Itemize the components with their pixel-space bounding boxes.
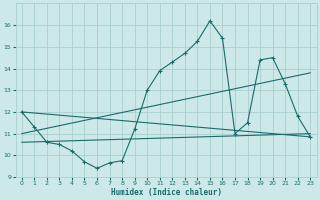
X-axis label: Humidex (Indice chaleur): Humidex (Indice chaleur) bbox=[110, 188, 221, 197]
